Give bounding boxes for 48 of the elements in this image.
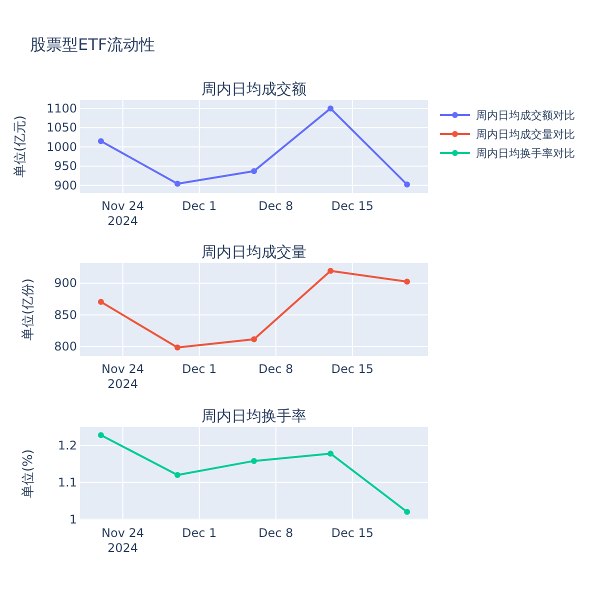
x-tick-label: Dec 1 (182, 362, 217, 376)
point (98, 138, 104, 144)
x-tick-label: Dec 8 (258, 526, 294, 540)
point (174, 344, 180, 350)
y-tick-label: 800 (54, 340, 77, 354)
y-tick-label: 1050 (46, 120, 77, 135)
x-tick-label: Nov 24 2024 (102, 362, 144, 391)
point (328, 450, 334, 457)
y-tick-label: 1100 (46, 101, 77, 116)
point (404, 278, 410, 285)
point (251, 458, 257, 464)
chart-subtitle: 周内日均成交额 (202, 80, 306, 98)
y-axis-title: 单位(亿份) (21, 278, 36, 341)
x-tick-label: Dec 15 (331, 362, 374, 376)
y-axis-title: 单位(亿元) (13, 115, 28, 178)
y-tick-label: 850 (54, 308, 77, 322)
x-tick-label: Nov 24 2024 (102, 526, 144, 555)
y-tick-label: 900 (54, 178, 77, 192)
x-tick-label: Dec 8 (258, 199, 294, 213)
chart-title: 股票型ETF流动性 (30, 35, 156, 54)
legend-label: 周内日均成交量对比 (476, 128, 575, 141)
x-tick-label: Dec 8 (258, 362, 294, 376)
legend-label: 周内日均换手率对比 (476, 147, 575, 160)
point (98, 298, 104, 305)
y-tick-label: 1 (69, 512, 77, 526)
point (251, 336, 257, 342)
point (174, 472, 180, 478)
y-tick-label: 1.1 (58, 475, 77, 490)
y-tick-label: 1000 (46, 140, 77, 154)
point (404, 508, 410, 515)
point (328, 105, 334, 112)
y-tick-label: 950 (54, 159, 77, 174)
point (404, 182, 410, 188)
legend-label: 周内日均成交额对比 (476, 109, 575, 122)
x-tick-label: Dec 15 (331, 526, 374, 540)
point (251, 168, 257, 174)
chart-title: 周内日均成交量 (202, 243, 306, 261)
y-axis-title: 单位(%) (21, 449, 36, 498)
x-tick-label: Dec 15 (331, 199, 374, 213)
x-tick-label: Dec 1 (182, 526, 217, 540)
point (98, 432, 104, 438)
y-tick-label: 1.2 (58, 438, 77, 452)
y-tick-label: 900 (54, 276, 77, 290)
chart-title: 周内日均换手率 (202, 407, 306, 425)
point (174, 180, 180, 187)
x-tick-label: Dec 1 (182, 199, 217, 213)
x-tick-label: Nov 24 2024 (102, 199, 144, 228)
point (328, 268, 334, 274)
